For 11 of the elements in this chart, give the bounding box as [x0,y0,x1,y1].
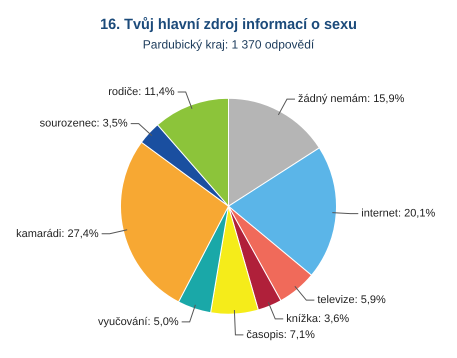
slice-label: žádný nemám: 15,9% [298,93,405,106]
slice-label: knížka: 3,6% [286,312,350,325]
slice-label: sourozenec: 3,5% [40,118,128,130]
slice-label: rodiče: 11,4% [108,86,175,98]
slice-label: televize: 5,9% [317,294,386,306]
slice-label: kamarádi: 27,4% [16,228,99,240]
chart-subtitle: Pardubický kraj: 1 370 odpovědí [142,38,315,52]
slice-label: vyučování: 5,0% [98,316,179,328]
slice-label: časopis: 7,1% [246,328,316,341]
slice-label: internet: 20,1% [361,208,436,220]
chart-title: 16. Tvůj hlavní zdroj informací o sexu [100,16,357,34]
